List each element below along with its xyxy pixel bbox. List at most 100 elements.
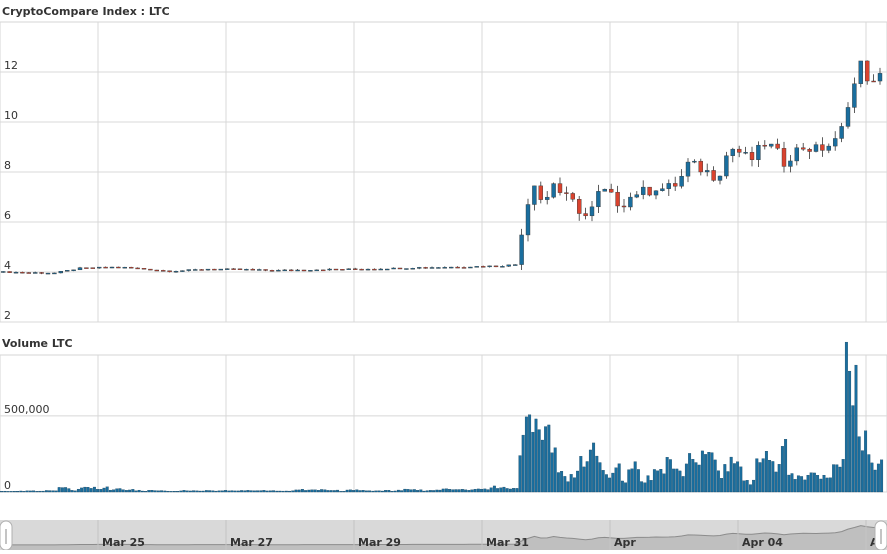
volume-bar (563, 476, 567, 493)
candle-body (525, 204, 531, 236)
volume-bar (633, 461, 637, 493)
candle-body (468, 266, 473, 269)
volume-bar (816, 475, 820, 493)
volume-bar (172, 491, 176, 493)
candle-body (698, 160, 703, 173)
volume-bar (832, 464, 836, 493)
volume-bar (748, 484, 752, 493)
volume-bar (288, 490, 292, 493)
candle-body (301, 269, 307, 272)
volume-bar (585, 461, 589, 493)
volume-bar (198, 490, 202, 493)
volume-bar (851, 405, 855, 493)
candle-body (135, 267, 140, 270)
volume-bar (249, 490, 253, 493)
candle-body (481, 266, 486, 268)
candle-body (762, 144, 767, 147)
candle-body (39, 272, 44, 274)
candle-body (26, 272, 31, 274)
volume-bar (83, 486, 87, 493)
volume-bar (768, 460, 772, 493)
volume-bar (528, 414, 532, 493)
x-axis-tick-label: Mar 25 (102, 536, 145, 549)
volume-bar (486, 489, 490, 493)
volume-bar (374, 490, 378, 493)
volume-y-axis: 0 500,000 (4, 403, 50, 492)
volume-bar (873, 469, 877, 493)
volume-bar (412, 489, 416, 493)
candle-body (90, 267, 96, 269)
volume-bar (710, 452, 714, 493)
candle-body (775, 143, 780, 149)
volume-bar (550, 452, 554, 493)
volume-bar (492, 485, 496, 493)
volume-bar (723, 464, 727, 493)
x-axis-tick-label: Apr (614, 536, 636, 549)
candle-body (820, 144, 825, 151)
volume-bar (630, 468, 634, 493)
volume-bar (521, 434, 525, 493)
volume-bar (396, 489, 400, 493)
volume-bar (806, 474, 810, 493)
volume-bar (790, 473, 794, 493)
candle-body (666, 183, 671, 189)
volume-bar (217, 490, 221, 493)
volume-bar (262, 490, 266, 493)
candle-body (199, 269, 204, 271)
candle-body (813, 144, 819, 152)
volume-bar (809, 472, 813, 493)
candle-body (212, 268, 217, 271)
volume-bar (854, 364, 858, 493)
candle-body (128, 266, 134, 269)
x-axis-tick-label: Mar 27 (230, 536, 273, 549)
volume-bar (464, 489, 468, 493)
volume-bar (64, 487, 68, 493)
volume-bar (208, 490, 212, 493)
volume-bar (454, 489, 458, 493)
volume-bar (428, 490, 432, 493)
price-y-tick-label: 4 (4, 259, 11, 272)
volume-bar (89, 488, 93, 493)
volume-bar (448, 489, 452, 493)
x-axis-tick-label: Apr 04 (742, 536, 783, 549)
candle-body (551, 183, 556, 198)
candle-body (493, 265, 499, 268)
volume-bar (822, 474, 826, 493)
volume-bar (96, 489, 100, 493)
volume-bar (499, 487, 503, 493)
volume-bar (73, 490, 77, 493)
price-y-tick-label: 8 (4, 159, 11, 172)
volume-bar (736, 461, 740, 493)
candle-body (13, 271, 19, 274)
candle-body (513, 264, 518, 266)
volume-bar (438, 489, 442, 493)
candle-body (769, 143, 774, 147)
volume-bar (451, 489, 455, 493)
volume-bar (51, 490, 55, 493)
candle-body (570, 193, 575, 200)
volume-bar (544, 426, 548, 493)
volume-bar (614, 467, 618, 493)
volume-bar (390, 491, 394, 493)
candle-body (397, 267, 403, 270)
volume-bar (483, 488, 487, 493)
volume-bar (416, 490, 420, 493)
volume-bar (163, 490, 167, 493)
candle-body (583, 213, 588, 217)
volume-bar (6, 491, 10, 493)
candle-body (231, 268, 236, 270)
candle-body (577, 199, 582, 214)
candle-body (391, 267, 396, 270)
volume-bar (662, 473, 666, 493)
price-candles (1, 60, 883, 275)
candle-body (621, 205, 627, 208)
volume-bar (358, 490, 362, 493)
candle-body (449, 266, 454, 269)
volume-bar (688, 453, 692, 493)
volume-bar (441, 488, 445, 493)
candle-body (417, 267, 422, 269)
volume-bar (252, 490, 256, 493)
candle-body (628, 196, 633, 208)
volume-bar (67, 488, 71, 493)
